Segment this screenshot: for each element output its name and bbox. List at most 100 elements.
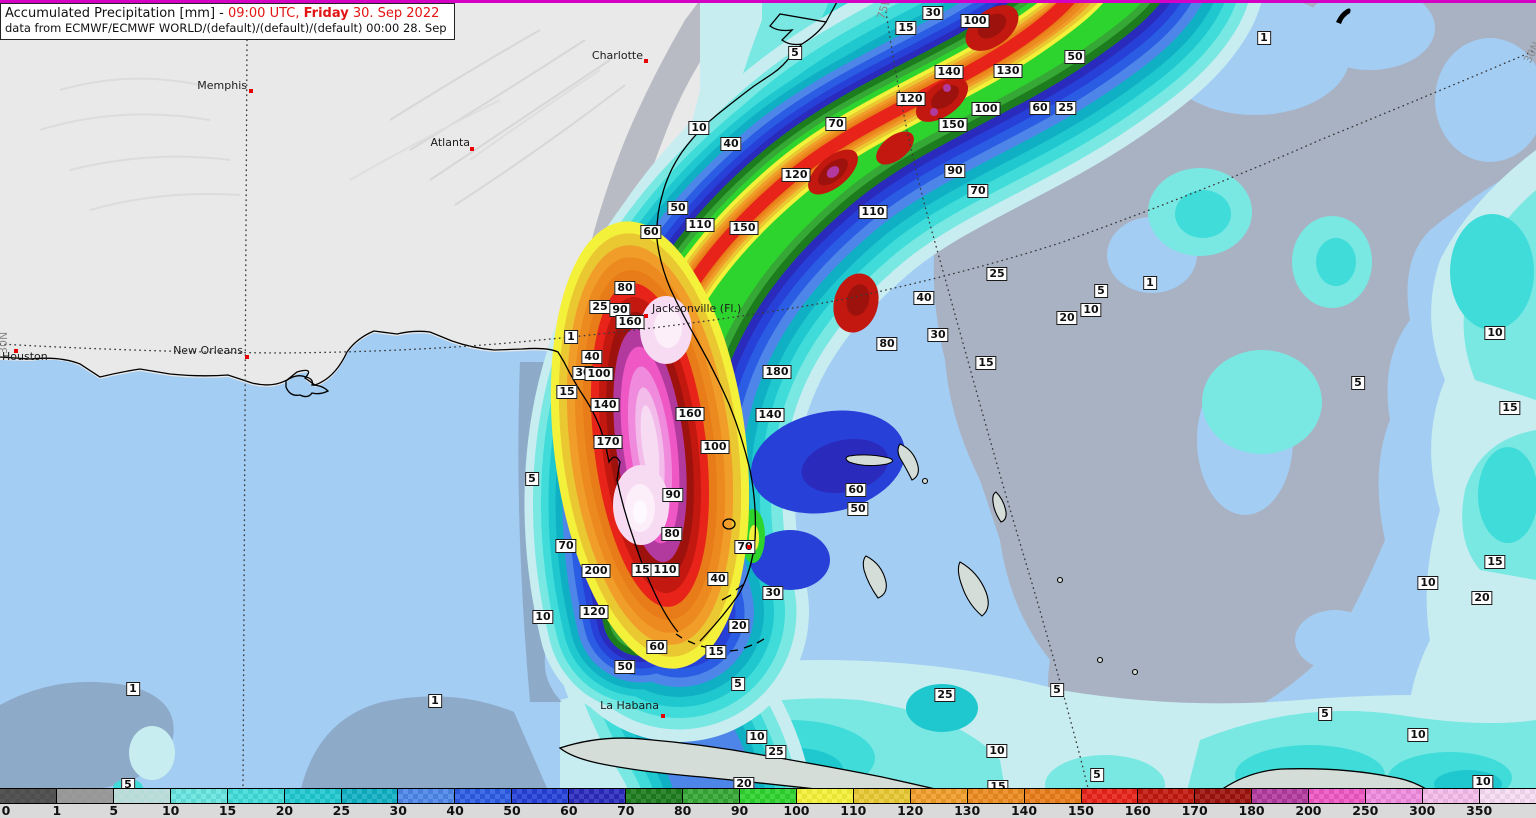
colorbar-segment-texture xyxy=(1195,789,1252,803)
colorbar-segment-texture xyxy=(1024,789,1081,803)
city-dot xyxy=(747,545,751,549)
contour-value-label: 90 xyxy=(662,488,684,502)
contour-value-label: 30 xyxy=(762,586,784,600)
colorbar-segment-170-180 xyxy=(1195,789,1253,803)
colorbar-tick-label: 50 xyxy=(503,803,521,818)
contour-value-label: 40 xyxy=(720,137,742,151)
city-dot xyxy=(249,89,253,93)
contour-value-label: 25 xyxy=(1055,101,1077,115)
contour-value-label: 1 xyxy=(1257,31,1271,45)
contour-value-label: 110 xyxy=(685,218,715,232)
contour-value-label: 1 xyxy=(126,682,140,696)
contour-value-label: 1 xyxy=(564,330,578,344)
colorbar-segment-texture xyxy=(910,789,967,803)
contour-value-label: 140 xyxy=(934,65,964,79)
contour-value-label: 160 xyxy=(615,315,645,329)
contour-value-label: 60 xyxy=(646,640,668,654)
city-dot xyxy=(470,147,474,151)
contour-value-label: 170 xyxy=(593,435,623,449)
contour-value-label: 80 xyxy=(876,337,898,351)
contour-value-label: 10 xyxy=(532,610,554,624)
contour-value-label: 30 xyxy=(927,328,949,342)
contour-value-label: 10 xyxy=(746,730,768,744)
colorbar-segment-10-15 xyxy=(170,789,228,803)
colorbar-tick-label: 25 xyxy=(332,803,351,818)
colorbar-segment-110-120 xyxy=(853,789,911,803)
colorbar-tick-label: 350 xyxy=(1466,803,1493,818)
label-30n-left: 30N xyxy=(0,332,10,354)
colorbar-segment-texture xyxy=(284,789,341,803)
contour-value-label: 120 xyxy=(896,92,926,106)
parallel-30n xyxy=(0,49,1536,354)
colorbar-segment-texture xyxy=(341,789,398,803)
contour-value-label: 25 xyxy=(589,300,611,314)
colorbar-tick-label: 150 xyxy=(1067,803,1094,818)
contour-value-label: 160 xyxy=(675,407,705,421)
colorbar-segment-1-5 xyxy=(56,789,114,803)
colorbar-tick-label: 80 xyxy=(673,803,692,818)
bermuda-island xyxy=(1336,8,1351,24)
city-label: Memphis xyxy=(197,79,247,92)
contour-value-label: 110 xyxy=(650,563,680,577)
colorbar-tick-label: 60 xyxy=(560,803,578,818)
contour-value-label: 60 xyxy=(640,225,662,239)
colorbar-tick-label: 180 xyxy=(1238,803,1265,818)
city-label: New Orleans xyxy=(173,344,243,357)
colorbar-tick-label: 20 xyxy=(275,803,294,818)
city-dot xyxy=(644,314,648,318)
city-label: Houston xyxy=(2,350,48,363)
contour-value-label: 50 xyxy=(614,660,636,674)
colorbar-segment-50-60 xyxy=(512,789,570,803)
colorbar-segment-texture xyxy=(1366,789,1423,803)
colorbar-segment-40-50 xyxy=(455,789,513,803)
colorbar-tick-label: 0 xyxy=(1,803,11,818)
contour-value-label: 110 xyxy=(858,205,888,219)
colorbar-segment-texture xyxy=(227,789,284,803)
colorbar-segment-texture xyxy=(455,789,512,803)
colorbar-tick-label: 110 xyxy=(840,803,867,818)
colorbar-tick-label: 160 xyxy=(1124,803,1151,818)
contour-value-label: 80 xyxy=(614,281,636,295)
colorbar-segment-texture xyxy=(113,789,170,803)
contour-value-label: 140 xyxy=(590,398,620,412)
contour-value-label: 120 xyxy=(781,168,811,182)
colorbar-segment-90-100 xyxy=(739,789,797,803)
contour-value-label: 5 xyxy=(788,46,802,60)
contour-value-label: 90 xyxy=(609,303,631,317)
colorbar-label-strip xyxy=(0,803,1536,818)
contour-value-label: 5 xyxy=(1351,376,1365,390)
contour-value-label: 10 xyxy=(1417,576,1439,590)
contour-value-label: 50 xyxy=(847,502,869,516)
colorbar-segment-texture xyxy=(1479,789,1536,803)
contour-value-label: 1 xyxy=(428,694,442,708)
contour-value-label: 100 xyxy=(960,14,990,28)
colorbar-segment-60-70 xyxy=(569,789,627,803)
contour-value-label: 15 xyxy=(895,21,917,35)
colorbar-segment-texture xyxy=(170,789,227,803)
contour-value-label: 5 xyxy=(1318,707,1332,721)
colorbar-tick-label: 250 xyxy=(1352,803,1379,818)
contour-value-label: 15 xyxy=(1484,555,1506,569)
colorbar-tick-label: 90 xyxy=(730,803,749,818)
contour-value-label: 5 xyxy=(1050,683,1064,697)
contour-value-label: 15 xyxy=(1499,401,1521,415)
colorbar-segment-texture xyxy=(398,789,455,803)
colorbar-segment-texture xyxy=(512,789,569,803)
city-dot xyxy=(245,355,249,359)
map-title: Accumulated Precipitation [mm] - 09:00 U… xyxy=(5,6,440,21)
contour-value-label: 150 xyxy=(938,118,968,132)
colorbar-segment-80-90 xyxy=(683,789,740,803)
colorbar-segment-150-160 xyxy=(1081,789,1139,803)
colorbar-segment-140-150 xyxy=(1024,789,1082,803)
contour-value-label: 50 xyxy=(667,201,689,215)
terrain-shading xyxy=(39,29,626,211)
contour-value-label: 5 xyxy=(525,472,539,486)
city-label: Jacksonville (Fl.) xyxy=(652,302,742,315)
colorbar-segment-30-40 xyxy=(398,789,456,803)
city-dot xyxy=(644,59,648,63)
contour-value-label: 10 xyxy=(1080,303,1102,317)
colorbar-segment-130-140 xyxy=(967,789,1025,803)
precip-florida-core-pale-centers xyxy=(613,296,692,545)
contour-value-label: 100 xyxy=(971,102,1001,116)
